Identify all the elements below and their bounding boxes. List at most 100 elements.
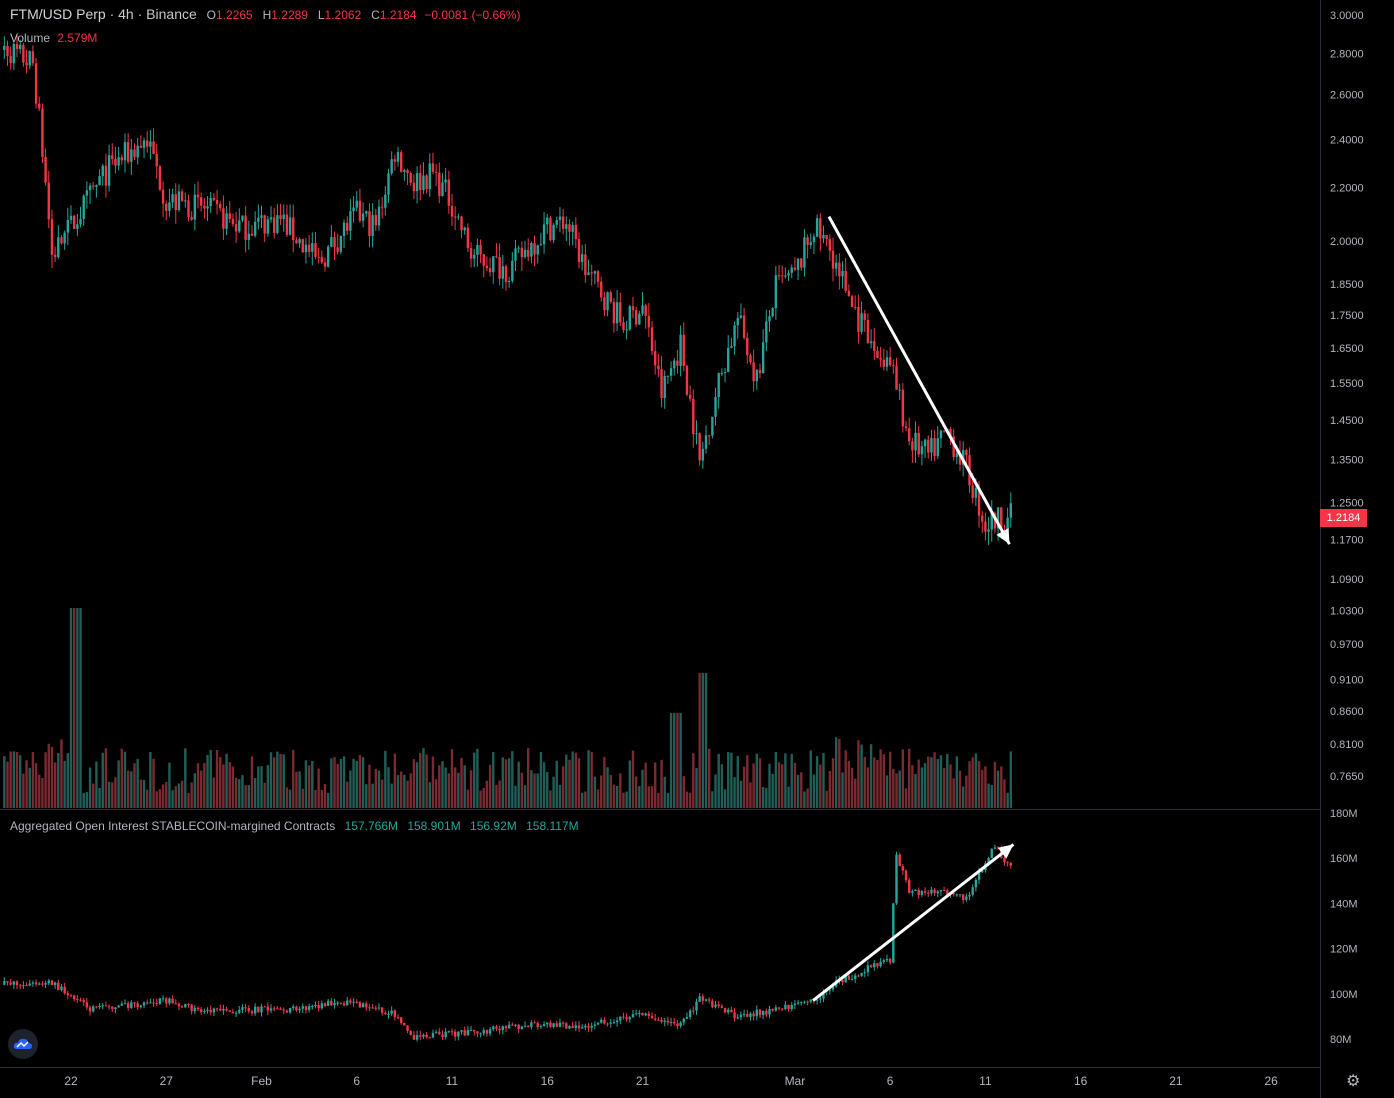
- oi-candle-body: [393, 1010, 397, 1018]
- oi-candle-body: [990, 848, 993, 859]
- price-candle-body: [879, 357, 882, 360]
- oi-candle-body: [355, 1001, 358, 1003]
- oi-candle-body: [876, 963, 879, 967]
- price-candle-body: [238, 220, 241, 232]
- oi-candle-body: [517, 1024, 520, 1030]
- oi-candle-body: [831, 986, 835, 990]
- volume-bar: [3, 756, 6, 808]
- oi-candle-body: [206, 1009, 209, 1012]
- oi-low: 156.92M: [470, 819, 517, 833]
- gear-icon[interactable]: ⚙: [1346, 1073, 1361, 1090]
- price-candle-body: [34, 63, 38, 104]
- volume-bar: [466, 789, 470, 808]
- oi-candle-body: [339, 1002, 343, 1004]
- symbol-name[interactable]: FTM/USD Perp: [10, 6, 106, 22]
- price-candle-body: [930, 438, 933, 453]
- price-candle-body: [1009, 503, 1012, 518]
- price-candle-body: [574, 225, 578, 240]
- volume-bar: [536, 773, 539, 808]
- volume-bar: [460, 757, 463, 808]
- price-candle-body: [822, 234, 825, 239]
- price-candle-body: [244, 215, 247, 240]
- price-candle-body: [139, 145, 143, 148]
- price-candle-body: [120, 157, 123, 161]
- volume-bar: [657, 792, 660, 808]
- volume-bar: [669, 713, 673, 808]
- oi-candle-body: [965, 896, 968, 900]
- oi-candle-body: [733, 1012, 736, 1019]
- volume-bar: [603, 756, 606, 808]
- price-candle-body: [895, 365, 898, 390]
- oi-candle-body: [647, 1013, 651, 1016]
- volume-bar: [580, 792, 584, 808]
- volume-bar: [330, 758, 333, 808]
- price-tick-label: 2.0000: [1330, 236, 1364, 248]
- price-candle-body: [996, 507, 1000, 529]
- oi-candle-body: [796, 1002, 800, 1004]
- price-candle-body: [1000, 507, 1003, 531]
- price-candle-body: [746, 337, 749, 356]
- volume-bar: [933, 752, 936, 808]
- price-candle-body: [193, 194, 197, 220]
- volume-bar: [269, 752, 273, 808]
- volume-bar: [177, 783, 181, 808]
- price-candle-body: [187, 200, 190, 218]
- volume-bar: [244, 785, 247, 808]
- volume-bar: [539, 751, 543, 808]
- price-candle-body: [873, 341, 876, 351]
- price-candle-body: [307, 244, 311, 252]
- tradingview-cloud-icon[interactable]: [8, 1029, 38, 1059]
- price-candle-body: [888, 357, 892, 366]
- price-candle-body: [523, 249, 527, 258]
- oi-candle-body: [82, 1000, 85, 1003]
- price-candle-body: [974, 487, 978, 498]
- price-candle-body: [44, 157, 47, 183]
- price-candle-body: [406, 170, 409, 174]
- oi-candle-body: [387, 1013, 390, 1015]
- volume-bar: [142, 779, 146, 808]
- price-tick-label: 1.8500: [1330, 279, 1364, 291]
- oi-candle-body: [358, 1002, 362, 1008]
- oi-candle-body: [368, 1007, 371, 1009]
- price-candle-body: [488, 268, 492, 273]
- oi-candle-body: [412, 1035, 416, 1040]
- oi-candle-body: [488, 1029, 492, 1034]
- price-candle-body: [69, 215, 73, 220]
- oi-candle-body: [933, 889, 936, 894]
- volume-bar: [384, 750, 387, 808]
- volume-bar: [523, 785, 527, 808]
- oi-candle-body: [317, 1004, 320, 1009]
- interval[interactable]: 4h: [118, 6, 134, 22]
- volume-bar: [530, 770, 533, 808]
- volume-bar: [320, 790, 324, 808]
- oi-candle-body: [104, 1005, 108, 1007]
- oi-candle-body: [120, 1003, 123, 1006]
- oi-candle-body: [482, 1030, 485, 1034]
- volume-bar: [628, 760, 631, 808]
- price-candle-body: [615, 302, 619, 324]
- volume-bar: [250, 756, 254, 808]
- price-candle-body: [171, 194, 174, 203]
- oi-candle-body: [44, 983, 47, 985]
- time-tick-label: 27: [160, 1074, 174, 1088]
- price-candle-body: [739, 315, 743, 318]
- volume-bar: [257, 766, 260, 808]
- oi-candle-body: [374, 1007, 377, 1009]
- price-candle-body: [768, 316, 771, 322]
- volume-bar: [196, 763, 200, 808]
- volume-legend[interactable]: Volume 2.579M: [10, 31, 97, 45]
- oi-candle-body: [927, 892, 930, 894]
- price-candle-body: [714, 396, 717, 417]
- price-candle-body: [250, 233, 254, 236]
- price-candle-body: [603, 297, 606, 311]
- oi-candle-body: [654, 1018, 657, 1020]
- price-candle-body: [241, 215, 244, 221]
- oi-candle-body: [803, 1001, 806, 1003]
- oi-tick-label: 100M: [1330, 989, 1358, 1001]
- open-interest-legend[interactable]: Aggregated Open Interest STABLECOIN-marg…: [10, 819, 579, 833]
- oi-candle-body: [784, 1004, 787, 1010]
- price-tick-label: 0.7650: [1330, 771, 1364, 783]
- volume-bar: [311, 760, 314, 808]
- oi-candle-body: [676, 1023, 679, 1027]
